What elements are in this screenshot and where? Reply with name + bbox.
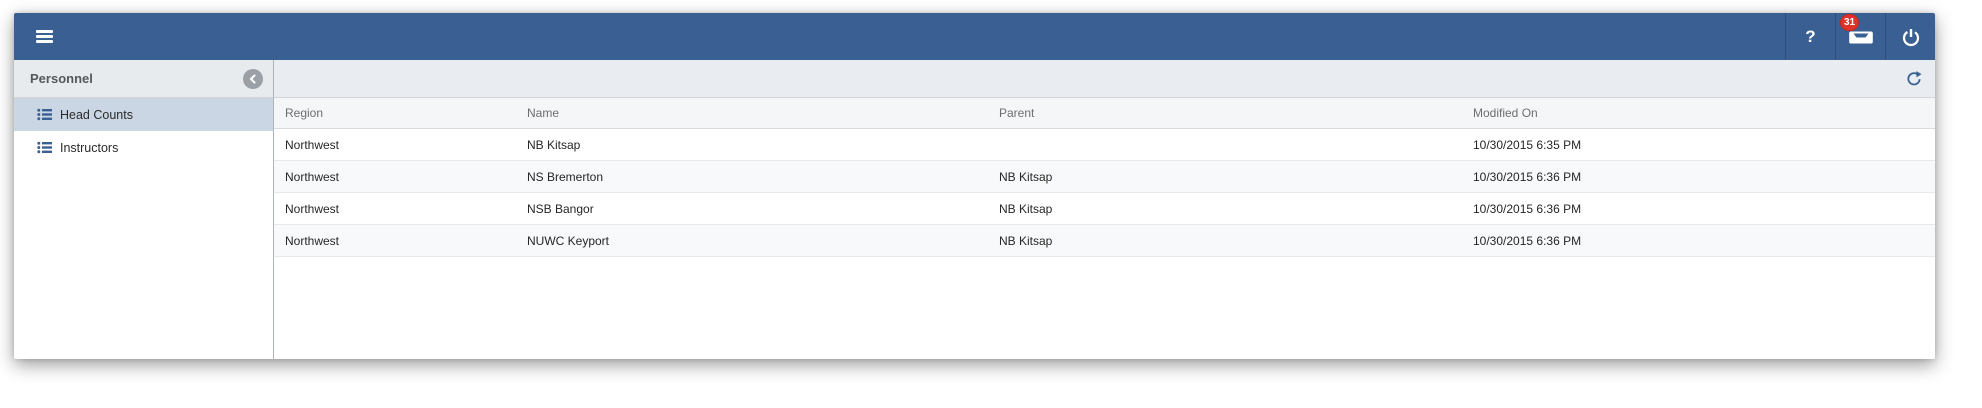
sidebar-item-instructors[interactable]: Instructors	[14, 131, 273, 164]
sidebar-title: Personnel	[30, 71, 93, 86]
table-row[interactable]: Northwest NUWC Keyport NB Kitsap 10/30/2…	[274, 224, 1935, 257]
help-button[interactable]: ?	[1785, 13, 1835, 60]
refresh-icon	[1905, 70, 1923, 88]
menu-button[interactable]	[14, 13, 70, 60]
table-row[interactable]: Northwest NS Bremerton NB Kitsap 10/30/2…	[274, 160, 1935, 193]
column-header-modified-on[interactable]: Modified On	[1462, 98, 1935, 129]
hamburger-icon	[36, 28, 53, 46]
cell-name: NUWC Keyport	[516, 224, 988, 257]
notifications-button[interactable]: 31	[1835, 13, 1885, 60]
cell-modified-on: 10/30/2015 6:35 PM	[1462, 128, 1935, 161]
topbar-actions: ? 31	[1785, 13, 1935, 60]
cell-region: Northwest	[274, 128, 516, 161]
cell-parent: NB Kitsap	[988, 192, 1462, 225]
column-header-name[interactable]: Name	[516, 98, 988, 129]
sidebar: Personnel	[14, 60, 274, 359]
cell-region: Northwest	[274, 160, 516, 193]
records-table: Region Name Parent Modified On Northwest…	[274, 98, 1935, 257]
sign-out-button[interactable]	[1885, 13, 1935, 60]
column-header-parent[interactable]: Parent	[988, 98, 1462, 129]
list-icon	[37, 141, 52, 154]
cell-parent	[988, 128, 1462, 161]
content-area: Region Name Parent Modified On Northwest…	[274, 60, 1935, 359]
refresh-button[interactable]	[1902, 67, 1926, 91]
cell-modified-on: 10/30/2015 6:36 PM	[1462, 224, 1935, 257]
cell-name: NB Kitsap	[516, 128, 988, 161]
table-row[interactable]: Northwest NB Kitsap 10/30/2015 6:35 PM	[274, 128, 1935, 161]
inbox-icon	[1848, 28, 1874, 45]
cell-modified-on: 10/30/2015 6:36 PM	[1462, 192, 1935, 225]
sidebar-item-label: Instructors	[60, 140, 119, 155]
table-row[interactable]: Northwest NSB Bangor NB Kitsap 10/30/201…	[274, 192, 1935, 225]
cell-region: Northwest	[274, 224, 516, 257]
cell-region: Northwest	[274, 192, 516, 225]
collapse-sidebar-button[interactable]	[243, 68, 263, 89]
sidebar-header: Personnel	[14, 60, 273, 98]
notification-badge: 31	[1840, 14, 1860, 31]
cell-parent: NB Kitsap	[988, 160, 1462, 193]
sidebar-item-head-counts[interactable]: Head Counts	[14, 98, 273, 131]
cell-modified-on: 10/30/2015 6:36 PM	[1462, 160, 1935, 193]
app-window: ? 31	[14, 13, 1935, 359]
top-navigation-bar: ? 31	[14, 13, 1935, 60]
sidebar-item-label: Head Counts	[60, 107, 133, 122]
column-header-region[interactable]: Region	[274, 98, 516, 129]
table-body: Northwest NB Kitsap 10/30/2015 6:35 PM N…	[274, 128, 1935, 257]
cell-name: NS Bremerton	[516, 160, 988, 193]
table-header: Region Name Parent Modified On	[274, 98, 1935, 129]
power-icon	[1901, 27, 1921, 47]
chevron-left-icon	[248, 74, 258, 84]
list-icon	[37, 108, 52, 121]
sidebar-nav: Head Counts Instructors	[14, 98, 273, 164]
question-mark-icon: ?	[1805, 27, 1816, 46]
content-toolbar	[274, 60, 1935, 98]
app-body: Personnel	[14, 60, 1935, 359]
cell-name: NSB Bangor	[516, 192, 988, 225]
cell-parent: NB Kitsap	[988, 224, 1462, 257]
